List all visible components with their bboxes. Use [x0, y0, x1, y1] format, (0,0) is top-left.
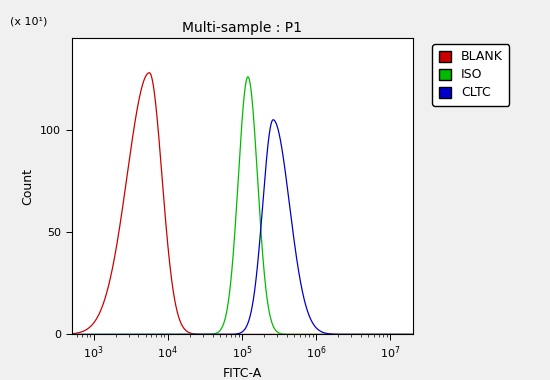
Y-axis label: Count: Count: [21, 168, 35, 205]
Text: (x 10¹): (x 10¹): [10, 16, 47, 26]
X-axis label: FITC-A: FITC-A: [222, 367, 262, 380]
Legend: BLANK, ISO, CLTC: BLANK, ISO, CLTC: [432, 44, 509, 106]
Title: Multi-sample : P1: Multi-sample : P1: [182, 21, 302, 35]
